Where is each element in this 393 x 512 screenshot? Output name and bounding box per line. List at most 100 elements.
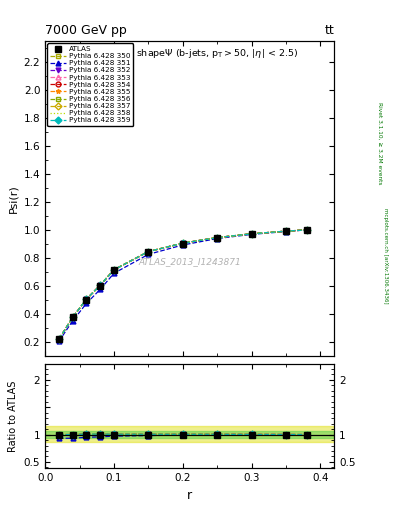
Pythia 6.428 358 [249,231,254,237]
Pythia 6.428 356 [146,248,151,254]
Pythia 6.428 354 [112,267,116,273]
Pythia 6.428 356 [180,240,185,246]
Line: Pythia 6.428 358: Pythia 6.428 358 [59,230,307,339]
Y-axis label: Psi(r): Psi(r) [8,184,18,213]
Pythia 6.428 350 [304,227,309,233]
Pythia 6.428 359 [57,336,61,342]
Line: Pythia 6.428 353: Pythia 6.428 353 [57,227,309,342]
Pythia 6.428 351 [215,236,219,242]
Pythia 6.428 358 [146,248,151,254]
Text: 7000 GeV pp: 7000 GeV pp [45,24,127,37]
Text: mcplots.cern.ch [arXiv:1306.3436]: mcplots.cern.ch [arXiv:1306.3436] [384,208,388,304]
Pythia 6.428 357 [112,267,116,273]
Pythia 6.428 350 [146,248,151,254]
Pythia 6.428 356 [249,231,254,237]
Line: Pythia 6.428 356: Pythia 6.428 356 [57,227,309,342]
Pythia 6.428 357 [70,314,75,321]
Text: Integral jet shape$\Psi$ (b-jets, p$_{\rm T}$$>$50, $|\eta|$ < 2.5): Integral jet shape$\Psi$ (b-jets, p$_{\r… [81,47,298,60]
Pythia 6.428 358 [215,234,219,241]
Pythia 6.428 352 [249,231,254,237]
Pythia 6.428 353 [304,227,309,233]
Line: Pythia 6.428 357: Pythia 6.428 357 [57,227,309,342]
Pythia 6.428 355 [215,234,219,241]
Pythia 6.428 351 [283,228,288,234]
Pythia 6.428 359 [146,248,151,254]
Pythia 6.428 358 [112,267,116,273]
Pythia 6.428 351 [57,338,61,344]
Pythia 6.428 351 [70,318,75,324]
Pythia 6.428 352 [98,282,103,288]
Pythia 6.428 358 [180,240,185,246]
Pythia 6.428 351 [249,231,254,238]
Pythia 6.428 357 [283,228,288,234]
Pythia 6.428 350 [283,228,288,234]
Pythia 6.428 354 [146,248,151,254]
Pythia 6.428 356 [98,282,103,288]
Pythia 6.428 358 [57,336,61,342]
Text: tt: tt [324,24,334,37]
Pythia 6.428 356 [283,228,288,234]
Pythia 6.428 352 [57,336,61,342]
Pythia 6.428 355 [180,240,185,246]
Pythia 6.428 353 [112,267,116,273]
Pythia 6.428 351 [180,242,185,248]
Line: Pythia 6.428 352: Pythia 6.428 352 [57,227,309,342]
Pythia 6.428 358 [304,227,309,233]
Pythia 6.428 354 [180,240,185,246]
Pythia 6.428 351 [98,286,103,292]
Pythia 6.428 353 [98,282,103,288]
Pythia 6.428 359 [112,267,116,273]
Pythia 6.428 357 [57,336,61,342]
Pythia 6.428 354 [304,227,309,233]
Pythia 6.428 356 [70,314,75,321]
Pythia 6.428 357 [180,240,185,246]
Pythia 6.428 357 [98,282,103,288]
Pythia 6.428 353 [283,228,288,234]
Pythia 6.428 357 [84,296,89,302]
Pythia 6.428 355 [70,314,75,321]
Pythia 6.428 352 [304,227,309,233]
Pythia 6.428 357 [304,227,309,233]
Pythia 6.428 359 [180,240,185,246]
Line: Pythia 6.428 355: Pythia 6.428 355 [57,227,309,342]
Pythia 6.428 354 [70,314,75,321]
Pythia 6.428 352 [215,234,219,241]
Pythia 6.428 355 [112,267,116,273]
Pythia 6.428 359 [98,282,103,288]
Pythia 6.428 355 [249,231,254,237]
Pythia 6.428 352 [180,240,185,246]
Pythia 6.428 352 [70,314,75,321]
Pythia 6.428 359 [215,234,219,241]
Pythia 6.428 353 [249,231,254,237]
Bar [45,426,334,442]
Legend: ATLAS, Pythia 6.428 350, Pythia 6.428 351, Pythia 6.428 352, Pythia 6.428 353, P: ATLAS, Pythia 6.428 350, Pythia 6.428 35… [48,43,133,126]
X-axis label: r: r [187,489,192,502]
Pythia 6.428 359 [249,231,254,237]
Pythia 6.428 354 [57,336,61,342]
Pythia 6.428 355 [146,248,151,254]
Pythia 6.428 351 [112,270,116,276]
Pythia 6.428 359 [283,228,288,234]
Pythia 6.428 359 [70,314,75,321]
Pythia 6.428 352 [112,267,116,273]
Pythia 6.428 352 [283,228,288,234]
Pythia 6.428 353 [84,296,89,302]
Pythia 6.428 359 [84,296,89,302]
Pythia 6.428 352 [146,248,151,254]
Pythia 6.428 355 [283,228,288,234]
Pythia 6.428 354 [215,234,219,241]
Line: Pythia 6.428 359: Pythia 6.428 359 [57,227,309,342]
Pythia 6.428 354 [283,228,288,234]
Pythia 6.428 350 [98,282,103,288]
Text: ATLAS_2013_I1243871: ATLAS_2013_I1243871 [138,257,241,266]
Pythia 6.428 353 [146,248,151,254]
Pythia 6.428 353 [180,240,185,246]
Pythia 6.428 356 [84,296,89,302]
Text: Rivet 3.1.10, ≥ 3.2M events: Rivet 3.1.10, ≥ 3.2M events [377,102,382,185]
Pythia 6.428 350 [249,231,254,237]
Pythia 6.428 351 [304,227,309,233]
Pythia 6.428 350 [180,240,185,246]
Pythia 6.428 358 [98,282,103,288]
Y-axis label: Ratio to ATLAS: Ratio to ATLAS [8,380,18,452]
Pythia 6.428 352 [84,296,89,302]
